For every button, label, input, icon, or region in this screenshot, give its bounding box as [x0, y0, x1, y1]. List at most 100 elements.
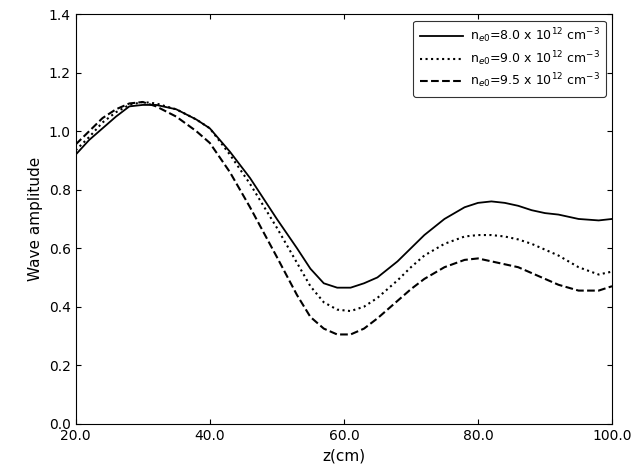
n$_{e0}$=8.0 x 10$^{12}$ cm$^{-3}$	[153, 102, 160, 108]
n$_{e0}$=9.5 x 10$^{12}$ cm$^{-3}$	[293, 292, 301, 298]
n$_{e0}$=9.0 x 10$^{12}$ cm$^{-3}$	[85, 134, 93, 140]
n$_{e0}$=9.5 x 10$^{12}$ cm$^{-3}$	[608, 283, 616, 289]
n$_{e0}$=9.0 x 10$^{12}$ cm$^{-3}$	[72, 148, 80, 153]
n$_{e0}$=8.0 x 10$^{12}$ cm$^{-3}$	[407, 245, 415, 251]
n$_{e0}$=9.5 x 10$^{12}$ cm$^{-3}$	[246, 204, 254, 210]
n$_{e0}$=9.0 x 10$^{12}$ cm$^{-3}$	[139, 99, 146, 105]
Legend: n$_{e0}$=8.0 x 10$^{12}$ cm$^{-3}$, n$_{e0}$=9.0 x 10$^{12}$ cm$^{-3}$, n$_{e0}$: n$_{e0}$=8.0 x 10$^{12}$ cm$^{-3}$, n$_{…	[413, 20, 606, 97]
n$_{e0}$=9.0 x 10$^{12}$ cm$^{-3}$	[112, 109, 120, 115]
n$_{e0}$=9.0 x 10$^{12}$ cm$^{-3}$	[541, 247, 549, 253]
Line: n$_{e0}$=8.0 x 10$^{12}$ cm$^{-3}$: n$_{e0}$=8.0 x 10$^{12}$ cm$^{-3}$	[76, 105, 612, 288]
n$_{e0}$=9.5 x 10$^{12}$ cm$^{-3}$	[528, 270, 535, 276]
n$_{e0}$=9.0 x 10$^{12}$ cm$^{-3}$	[595, 272, 603, 278]
n$_{e0}$=9.0 x 10$^{12}$ cm$^{-3}$	[374, 295, 381, 301]
n$_{e0}$=9.0 x 10$^{12}$ cm$^{-3}$	[608, 269, 616, 275]
n$_{e0}$=9.0 x 10$^{12}$ cm$^{-3}$	[575, 264, 582, 270]
n$_{e0}$=8.0 x 10$^{12}$ cm$^{-3}$	[85, 137, 93, 143]
n$_{e0}$=8.0 x 10$^{12}$ cm$^{-3}$	[461, 204, 468, 210]
n$_{e0}$=9.0 x 10$^{12}$ cm$^{-3}$	[307, 283, 314, 289]
n$_{e0}$=9.0 x 10$^{12}$ cm$^{-3}$	[528, 241, 535, 247]
n$_{e0}$=9.5 x 10$^{12}$ cm$^{-3}$	[541, 276, 549, 282]
n$_{e0}$=9.0 x 10$^{12}$ cm$^{-3}$	[407, 264, 415, 270]
n$_{e0}$=9.0 x 10$^{12}$ cm$^{-3}$	[488, 232, 495, 238]
n$_{e0}$=9.5 x 10$^{12}$ cm$^{-3}$	[488, 258, 495, 264]
n$_{e0}$=9.0 x 10$^{12}$ cm$^{-3}$	[246, 181, 254, 187]
n$_{e0}$=9.0 x 10$^{12}$ cm$^{-3}$	[320, 299, 327, 305]
n$_{e0}$=8.0 x 10$^{12}$ cm$^{-3}$	[320, 280, 327, 286]
n$_{e0}$=8.0 x 10$^{12}$ cm$^{-3}$	[333, 285, 341, 290]
n$_{e0}$=8.0 x 10$^{12}$ cm$^{-3}$	[575, 216, 582, 222]
n$_{e0}$=8.0 x 10$^{12}$ cm$^{-3}$	[126, 104, 133, 109]
n$_{e0}$=9.5 x 10$^{12}$ cm$^{-3}$	[192, 129, 200, 134]
n$_{e0}$=9.0 x 10$^{12}$ cm$^{-3}$	[360, 304, 368, 309]
n$_{e0}$=9.5 x 10$^{12}$ cm$^{-3}$	[126, 100, 133, 106]
n$_{e0}$=8.0 x 10$^{12}$ cm$^{-3}$	[273, 216, 281, 222]
n$_{e0}$=9.0 x 10$^{12}$ cm$^{-3}$	[394, 278, 401, 283]
n$_{e0}$=9.0 x 10$^{12}$ cm$^{-3}$	[126, 102, 133, 108]
n$_{e0}$=9.0 x 10$^{12}$ cm$^{-3}$	[440, 241, 448, 247]
n$_{e0}$=8.0 x 10$^{12}$ cm$^{-3}$	[440, 216, 448, 222]
n$_{e0}$=9.5 x 10$^{12}$ cm$^{-3}$	[514, 264, 522, 270]
n$_{e0}$=9.5 x 10$^{12}$ cm$^{-3}$	[374, 316, 381, 321]
n$_{e0}$=8.0 x 10$^{12}$ cm$^{-3}$	[139, 102, 146, 108]
n$_{e0}$=9.5 x 10$^{12}$ cm$^{-3}$	[153, 104, 160, 109]
Y-axis label: Wave amplitude: Wave amplitude	[28, 157, 44, 281]
n$_{e0}$=9.5 x 10$^{12}$ cm$^{-3}$	[360, 326, 368, 331]
n$_{e0}$=9.0 x 10$^{12}$ cm$^{-3}$	[153, 100, 160, 106]
n$_{e0}$=9.5 x 10$^{12}$ cm$^{-3}$	[72, 141, 80, 147]
n$_{e0}$=9.5 x 10$^{12}$ cm$^{-3}$	[420, 276, 428, 282]
n$_{e0}$=8.0 x 10$^{12}$ cm$^{-3}$	[528, 208, 535, 213]
n$_{e0}$=9.5 x 10$^{12}$ cm$^{-3}$	[333, 332, 341, 337]
n$_{e0}$=8.0 x 10$^{12}$ cm$^{-3}$	[488, 198, 495, 204]
n$_{e0}$=8.0 x 10$^{12}$ cm$^{-3}$	[555, 212, 562, 218]
n$_{e0}$=8.0 x 10$^{12}$ cm$^{-3}$	[394, 258, 401, 264]
n$_{e0}$=9.5 x 10$^{12}$ cm$^{-3}$	[273, 254, 281, 260]
n$_{e0}$=9.0 x 10$^{12}$ cm$^{-3}$	[475, 232, 482, 238]
n$_{e0}$=8.0 x 10$^{12}$ cm$^{-3}$	[206, 126, 213, 131]
n$_{e0}$=8.0 x 10$^{12}$ cm$^{-3}$	[98, 126, 106, 131]
n$_{e0}$=9.5 x 10$^{12}$ cm$^{-3}$	[461, 257, 468, 263]
n$_{e0}$=9.0 x 10$^{12}$ cm$^{-3}$	[172, 107, 180, 112]
n$_{e0}$=8.0 x 10$^{12}$ cm$^{-3}$	[360, 280, 368, 286]
Line: n$_{e0}$=9.0 x 10$^{12}$ cm$^{-3}$: n$_{e0}$=9.0 x 10$^{12}$ cm$^{-3}$	[76, 102, 612, 311]
n$_{e0}$=9.5 x 10$^{12}$ cm$^{-3}$	[206, 140, 213, 146]
n$_{e0}$=8.0 x 10$^{12}$ cm$^{-3}$	[347, 285, 355, 290]
n$_{e0}$=9.5 x 10$^{12}$ cm$^{-3}$	[595, 288, 603, 293]
n$_{e0}$=9.5 x 10$^{12}$ cm$^{-3}$	[501, 261, 509, 267]
n$_{e0}$=9.5 x 10$^{12}$ cm$^{-3}$	[407, 286, 415, 292]
n$_{e0}$=9.0 x 10$^{12}$ cm$^{-3}$	[514, 237, 522, 242]
n$_{e0}$=8.0 x 10$^{12}$ cm$^{-3}$	[307, 266, 314, 271]
n$_{e0}$=9.0 x 10$^{12}$ cm$^{-3}$	[347, 308, 355, 314]
n$_{e0}$=9.0 x 10$^{12}$ cm$^{-3}$	[333, 307, 341, 312]
n$_{e0}$=9.5 x 10$^{12}$ cm$^{-3}$	[112, 107, 120, 112]
n$_{e0}$=9.0 x 10$^{12}$ cm$^{-3}$	[192, 117, 200, 122]
n$_{e0}$=9.5 x 10$^{12}$ cm$^{-3}$	[139, 99, 146, 105]
n$_{e0}$=9.0 x 10$^{12}$ cm$^{-3}$	[461, 234, 468, 239]
n$_{e0}$=8.0 x 10$^{12}$ cm$^{-3}$	[608, 216, 616, 222]
n$_{e0}$=8.0 x 10$^{12}$ cm$^{-3}$	[172, 107, 180, 112]
n$_{e0}$=8.0 x 10$^{12}$ cm$^{-3}$	[501, 200, 509, 206]
n$_{e0}$=9.5 x 10$^{12}$ cm$^{-3}$	[98, 115, 106, 121]
n$_{e0}$=9.0 x 10$^{12}$ cm$^{-3}$	[293, 260, 301, 266]
Line: n$_{e0}$=9.5 x 10$^{12}$ cm$^{-3}$: n$_{e0}$=9.5 x 10$^{12}$ cm$^{-3}$	[76, 102, 612, 335]
n$_{e0}$=9.0 x 10$^{12}$ cm$^{-3}$	[226, 152, 233, 158]
n$_{e0}$=8.0 x 10$^{12}$ cm$^{-3}$	[374, 275, 381, 280]
n$_{e0}$=9.5 x 10$^{12}$ cm$^{-3}$	[575, 288, 582, 293]
n$_{e0}$=8.0 x 10$^{12}$ cm$^{-3}$	[72, 152, 80, 158]
n$_{e0}$=9.5 x 10$^{12}$ cm$^{-3}$	[85, 129, 93, 134]
n$_{e0}$=9.5 x 10$^{12}$ cm$^{-3}$	[555, 282, 562, 288]
n$_{e0}$=8.0 x 10$^{12}$ cm$^{-3}$	[595, 218, 603, 223]
n$_{e0}$=8.0 x 10$^{12}$ cm$^{-3}$	[192, 117, 200, 122]
n$_{e0}$=8.0 x 10$^{12}$ cm$^{-3}$	[226, 149, 233, 155]
n$_{e0}$=8.0 x 10$^{12}$ cm$^{-3}$	[420, 232, 428, 238]
n$_{e0}$=9.0 x 10$^{12}$ cm$^{-3}$	[98, 119, 106, 125]
n$_{e0}$=9.5 x 10$^{12}$ cm$^{-3}$	[172, 114, 180, 119]
n$_{e0}$=8.0 x 10$^{12}$ cm$^{-3}$	[514, 203, 522, 208]
n$_{e0}$=9.0 x 10$^{12}$ cm$^{-3}$	[555, 253, 562, 258]
n$_{e0}$=9.0 x 10$^{12}$ cm$^{-3}$	[420, 253, 428, 258]
n$_{e0}$=8.0 x 10$^{12}$ cm$^{-3}$	[541, 210, 549, 216]
n$_{e0}$=9.5 x 10$^{12}$ cm$^{-3}$	[394, 298, 401, 304]
n$_{e0}$=8.0 x 10$^{12}$ cm$^{-3}$	[246, 175, 254, 181]
n$_{e0}$=9.0 x 10$^{12}$ cm$^{-3}$	[501, 234, 509, 239]
n$_{e0}$=9.5 x 10$^{12}$ cm$^{-3}$	[320, 326, 327, 331]
